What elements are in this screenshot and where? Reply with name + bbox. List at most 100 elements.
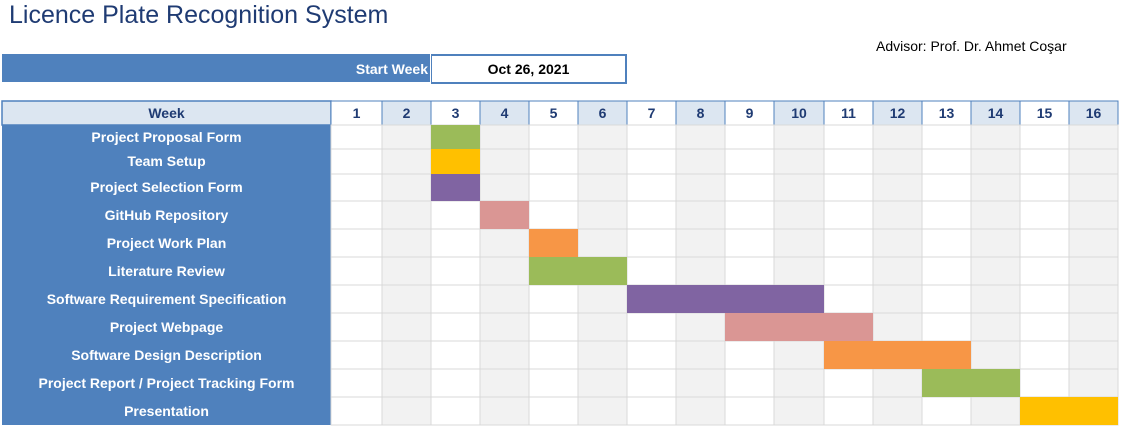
grid-cell	[1019, 173, 1070, 202]
grid-cell	[626, 173, 677, 202]
week-number: 8	[696, 105, 705, 121]
week-header-3	[430, 100, 481, 126]
grid-cell	[1019, 284, 1070, 314]
grid-cell	[724, 148, 775, 175]
grid-cell	[724, 173, 775, 202]
task-bar-project-webpage	[725, 313, 873, 341]
grid-cell	[381, 368, 432, 398]
grid-cell	[1019, 340, 1070, 370]
grid-cell	[724, 124, 775, 150]
week-header-15	[1019, 100, 1070, 126]
grid-cell	[330, 256, 383, 286]
grid-cell	[528, 200, 579, 230]
grid-cell	[921, 124, 972, 150]
grid-cell	[528, 340, 579, 370]
grid-cell	[970, 396, 1021, 426]
grid-cell	[1019, 368, 1070, 398]
grid-cell	[381, 124, 432, 150]
grid-cell	[381, 173, 432, 202]
grid-cell	[1068, 173, 1119, 202]
task-name: Project Selection Form	[90, 179, 243, 195]
grid-cell	[921, 284, 972, 314]
grid-cell	[381, 228, 432, 258]
grid-cell	[626, 228, 677, 258]
grid-cell	[330, 396, 383, 426]
grid-cell	[1068, 368, 1119, 398]
grid-cell	[823, 228, 874, 258]
grid-cell	[872, 148, 923, 175]
grid-cell	[675, 368, 726, 398]
grid-cell	[872, 124, 923, 150]
grid-cell	[1019, 148, 1070, 175]
week-number: 15	[1036, 105, 1053, 121]
grid-cell	[479, 256, 530, 286]
grid-cell	[724, 228, 775, 258]
grid-cell	[970, 173, 1021, 202]
grid-cell	[970, 256, 1021, 286]
task-label-column	[2, 125, 331, 425]
grid-cell	[872, 256, 923, 286]
grid-cell	[577, 284, 628, 314]
grid-cell	[773, 148, 825, 175]
grid-cell	[430, 284, 481, 314]
grid-cell	[330, 173, 383, 202]
task-bar-project-work-plan	[529, 229, 578, 257]
week-header-cell	[1, 100, 332, 126]
grid-cell	[626, 312, 677, 342]
grid-cell	[479, 312, 530, 342]
grid-cell	[872, 284, 923, 314]
grid-cell	[479, 396, 530, 426]
grid-cell	[970, 124, 1021, 150]
grid-cell	[1068, 228, 1119, 258]
grid-cell	[773, 396, 825, 426]
grid-cell	[872, 200, 923, 230]
task-name: Project Report / Project Tracking Form	[38, 375, 295, 391]
grid-cell	[528, 312, 579, 342]
grid-cell	[479, 173, 530, 202]
grid-cell	[528, 284, 579, 314]
week-header-9	[724, 100, 775, 126]
week-header-7	[626, 100, 677, 126]
grid-cell	[381, 396, 432, 426]
grid-cell	[1019, 256, 1070, 286]
grid-cell	[577, 200, 628, 230]
grid-cell	[921, 256, 972, 286]
grid-cell	[430, 256, 481, 286]
grid-cell	[528, 173, 579, 202]
grid-cell	[330, 200, 383, 230]
task-bar-literature-review	[529, 257, 627, 285]
grid-cell	[724, 396, 775, 426]
grid-cell	[577, 340, 628, 370]
task-bar-presentation	[1020, 397, 1118, 425]
grid-cell	[1068, 148, 1119, 175]
week-number: 10	[791, 105, 807, 121]
grid-cell	[823, 200, 874, 230]
start-week-value[interactable]: Oct 26, 2021	[431, 54, 627, 84]
grid-cell	[921, 396, 972, 426]
task-bar-project-report-project-tracking-form	[922, 369, 1020, 397]
grid-cell	[773, 200, 825, 230]
grid-cell	[724, 256, 775, 286]
grid-cell	[528, 124, 579, 150]
grid-cell	[577, 312, 628, 342]
grid-cell	[330, 148, 383, 175]
grid-cell	[330, 312, 383, 342]
grid-cell	[773, 256, 825, 286]
week-number: 2	[402, 105, 411, 121]
grid-cell	[675, 228, 726, 258]
week-number: 16	[1085, 105, 1102, 121]
grid-cell	[430, 228, 481, 258]
grid-cell	[823, 256, 874, 286]
grid-cell	[1068, 340, 1119, 370]
grid-cell	[724, 340, 775, 370]
grid-cell	[1019, 228, 1070, 258]
week-number: 3	[451, 105, 460, 121]
grid-cell	[773, 124, 825, 150]
grid-cell	[330, 340, 383, 370]
page-title: Licence Plate Recognition System	[9, 1, 389, 29]
grid-cell	[823, 396, 874, 426]
task-name: Project Proposal Form	[91, 129, 242, 145]
grid-cell	[479, 148, 530, 175]
grid-cell	[921, 200, 972, 230]
grid-cell	[773, 368, 825, 398]
